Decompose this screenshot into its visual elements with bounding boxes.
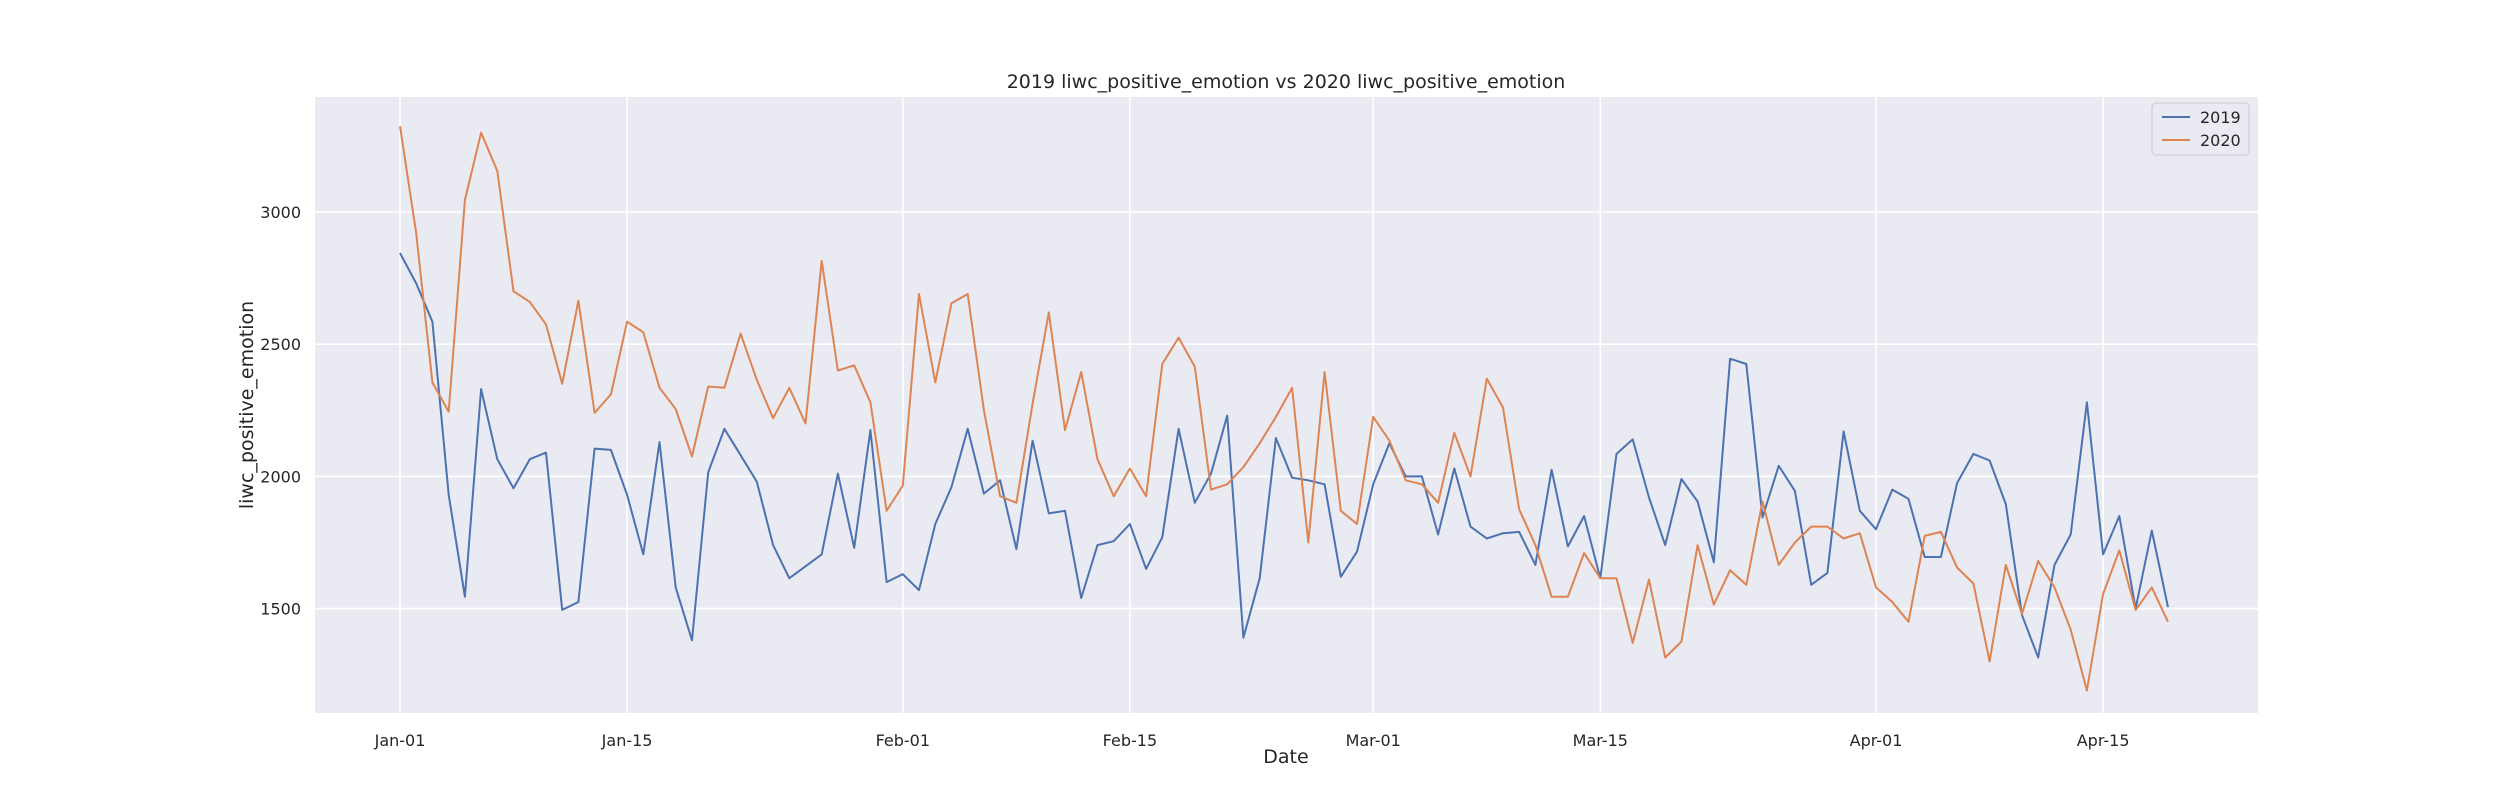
legend-label-2020: 2020	[2200, 131, 2241, 150]
x-tick-label: Feb-01	[876, 731, 930, 750]
x-tick-label: Apr-01	[1850, 731, 1903, 750]
plot-area	[315, 97, 2258, 713]
legend-label-2019: 2019	[2200, 108, 2241, 127]
chart-title: 2019 liwc_positive_emotion vs 2020 liwc_…	[1007, 71, 1566, 93]
x-tick-label: Jan-01	[374, 731, 426, 750]
tick-labels: 1500 2000 2500 3000 Jan-01 Jan-15 Feb-01 Feb-15…	[260, 203, 2129, 750]
x-tick-label: Mar-15	[1573, 731, 1628, 750]
x-tick-label: Feb-15	[1103, 731, 1157, 750]
series-line-2020	[399, 125, 2169, 692]
y-tick-label: 2000	[260, 467, 301, 486]
x-tick-label: Mar-01	[1346, 731, 1401, 750]
x-axis-title: Date	[1263, 746, 1308, 768]
series-line-2019	[399, 252, 2169, 659]
y-tick-label: 2500	[260, 335, 301, 354]
x-tick-label: Jan-15	[601, 731, 653, 750]
y-axis-title: liwc_positive_emotion	[236, 301, 258, 509]
x-tick-label: Apr-15	[2077, 731, 2130, 750]
grid	[315, 97, 2258, 713]
y-tick-label: 1500	[260, 600, 301, 619]
series-lines	[399, 125, 2169, 692]
legend: 2019 2020	[2151, 102, 2250, 156]
y-tick-label: 3000	[260, 203, 301, 222]
